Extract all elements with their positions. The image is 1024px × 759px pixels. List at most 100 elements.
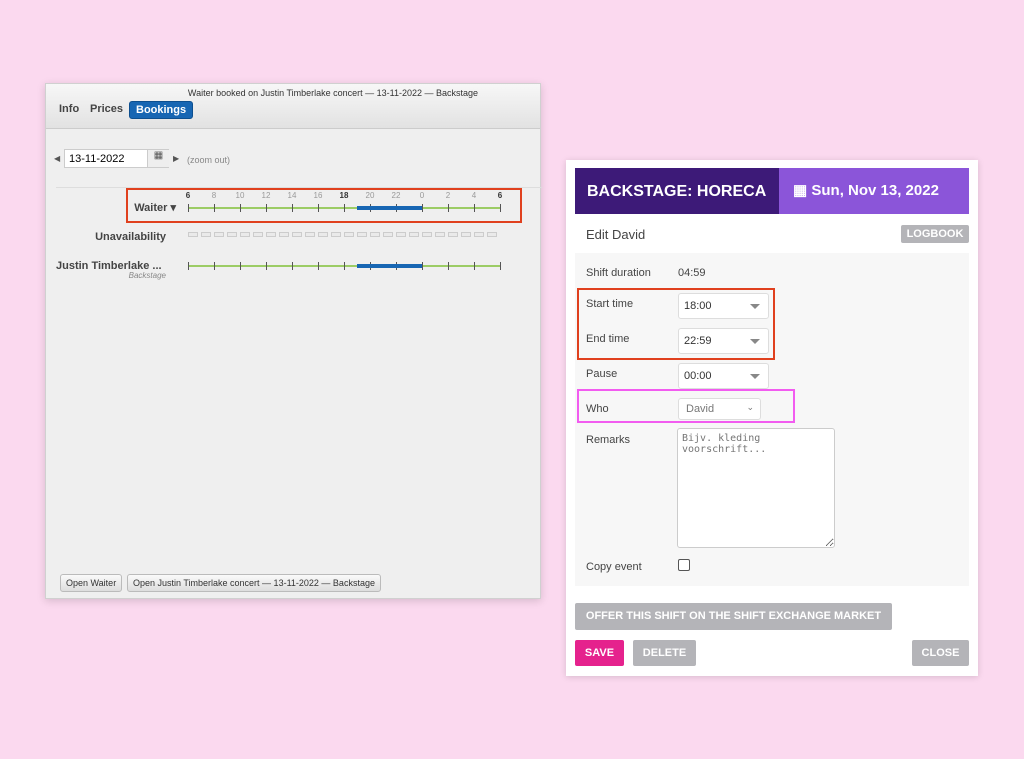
time-highlight-box	[577, 288, 775, 360]
unavailability-slot[interactable]	[383, 232, 393, 237]
event-sublabel: Backstage	[128, 271, 166, 280]
tab-prices[interactable]: Prices	[90, 103, 124, 115]
unavailability-slot[interactable]	[487, 232, 497, 237]
end-time-select[interactable]: 22:59	[678, 328, 769, 354]
caret-down-icon	[750, 339, 760, 344]
unavailability-slot[interactable]	[461, 232, 471, 237]
tick-label: 12	[261, 191, 271, 200]
unavailability-slot[interactable]	[240, 232, 250, 237]
chevron-down-icon: ⌄	[746, 402, 754, 412]
calendar-icon: ▦	[793, 182, 808, 199]
tick-label: 10	[235, 191, 245, 200]
timeline-tick	[344, 262, 345, 270]
tick-label: 14	[287, 191, 297, 200]
unavailability-slot[interactable]	[227, 232, 237, 237]
save-button[interactable]: SAVE	[575, 640, 624, 666]
who-value: David	[686, 403, 715, 415]
timeline-tick	[214, 204, 215, 212]
timeline-tick	[474, 204, 475, 212]
calendar-icon[interactable]: ▦	[147, 150, 169, 167]
logbook-button[interactable]: LOGBOOK	[901, 225, 969, 243]
waiter-label: Waiter	[134, 202, 168, 214]
timeline-tick	[500, 262, 501, 270]
timeline-tick	[214, 262, 215, 270]
unavailability-slot[interactable]	[292, 232, 302, 237]
unavailability-slot[interactable]	[266, 232, 276, 237]
remarks-label: Remarks	[586, 434, 631, 446]
edit-shift-panel: BACKSTAGE: HORECA ▦ Sun, Nov 13, 2022 Ed…	[566, 160, 978, 676]
unavailability-slot[interactable]	[305, 232, 315, 237]
highlight-box	[126, 188, 522, 223]
unavailability-slot[interactable]	[318, 232, 328, 237]
tick-label: 2	[445, 191, 451, 200]
caret-down-icon	[750, 304, 760, 309]
timeline-tick	[422, 262, 423, 270]
remarks-textarea[interactable]	[677, 428, 835, 548]
timeline-tick	[422, 204, 423, 212]
open-event-button[interactable]: Open Justin Timberlake concert — 13-11-2…	[127, 574, 381, 592]
next-day-icon[interactable]: ▶	[173, 154, 180, 163]
tab-bar: Waiter booked on Justin Timberlake conce…	[46, 84, 540, 129]
tick-label: 0	[419, 191, 425, 200]
unavailability-slot[interactable]	[331, 232, 341, 237]
who-select[interactable]: David ⌄	[678, 398, 761, 420]
booking-bar[interactable]	[357, 206, 422, 210]
unavailability-slot[interactable]	[435, 232, 445, 237]
unavailability-slot[interactable]	[344, 232, 354, 237]
waiter-dropdown[interactable]: Waiter ▾	[134, 202, 176, 214]
timeline-tick	[240, 262, 241, 270]
booking-window: Waiter booked on Justin Timberlake conce…	[45, 83, 542, 599]
timeline-tick	[318, 204, 319, 212]
end-time-label: End time	[586, 333, 630, 345]
tick-label: 22	[391, 191, 401, 200]
unavailability-slot[interactable]	[253, 232, 263, 237]
unavailability-slot[interactable]	[214, 232, 224, 237]
unavailability-slot[interactable]	[201, 232, 211, 237]
edit-title: Edit David	[586, 227, 646, 242]
unavailability-slot[interactable]	[279, 232, 289, 237]
tick-label: 8	[211, 191, 217, 200]
who-label: Who	[586, 403, 609, 415]
unavailability-slot[interactable]	[422, 232, 432, 237]
shift-duration-value: 04:59	[678, 267, 706, 279]
zoom-out-link[interactable]: (zoom out)	[187, 155, 231, 165]
tick-label: 18	[339, 191, 349, 200]
timeline-tick	[292, 204, 293, 212]
tab-bookings[interactable]: Bookings	[129, 101, 194, 119]
start-time-select[interactable]: 18:00	[678, 293, 769, 319]
pause-value: 00:00	[684, 370, 712, 382]
unavailability-slot[interactable]	[357, 232, 367, 237]
tab-info[interactable]: Info	[59, 103, 80, 115]
copy-event-checkbox[interactable]	[678, 559, 690, 571]
timeline-tick	[344, 204, 345, 212]
timeline-ticks: 6 8 10 12 14 16 18 20 22 0 2 4 6	[186, 191, 502, 205]
unavailability-slot[interactable]	[409, 232, 419, 237]
start-time-label: Start time	[586, 298, 634, 310]
caret-down-icon	[750, 374, 760, 379]
unavailability-slot[interactable]	[448, 232, 458, 237]
prev-day-icon[interactable]: ◀	[54, 154, 61, 163]
event-timeline[interactable]	[188, 260, 501, 272]
unavailability-slot[interactable]	[474, 232, 484, 237]
date-input[interactable]: 13-11-2022	[64, 149, 169, 168]
tick-label: 20	[365, 191, 375, 200]
unavailability-slot[interactable]	[370, 232, 380, 237]
unavailability-slots[interactable]	[188, 232, 500, 240]
unavailability-label: Unavailability	[95, 231, 166, 243]
delete-button[interactable]: DELETE	[633, 640, 696, 666]
offer-shift-button[interactable]: OFFER THIS SHIFT ON THE SHIFT EXCHANGE M…	[575, 603, 892, 630]
timeline-tick	[188, 262, 189, 270]
unavailability-slot[interactable]	[188, 232, 198, 237]
waiter-timeline[interactable]	[188, 202, 501, 214]
unavailability-slot[interactable]	[396, 232, 406, 237]
pause-select[interactable]: 00:00	[678, 363, 769, 389]
who-highlight-box	[577, 389, 795, 423]
date-header: ▦ Sun, Nov 13, 2022	[779, 168, 969, 214]
timeline-tick	[266, 204, 267, 212]
open-waiter-button[interactable]: Open Waiter	[60, 574, 123, 592]
divider	[56, 187, 542, 188]
booking-bar[interactable]	[357, 264, 422, 268]
close-button[interactable]: CLOSE	[912, 640, 969, 666]
tick-label: 6	[497, 191, 503, 200]
event-label: Justin Timberlake ...	[56, 260, 162, 272]
